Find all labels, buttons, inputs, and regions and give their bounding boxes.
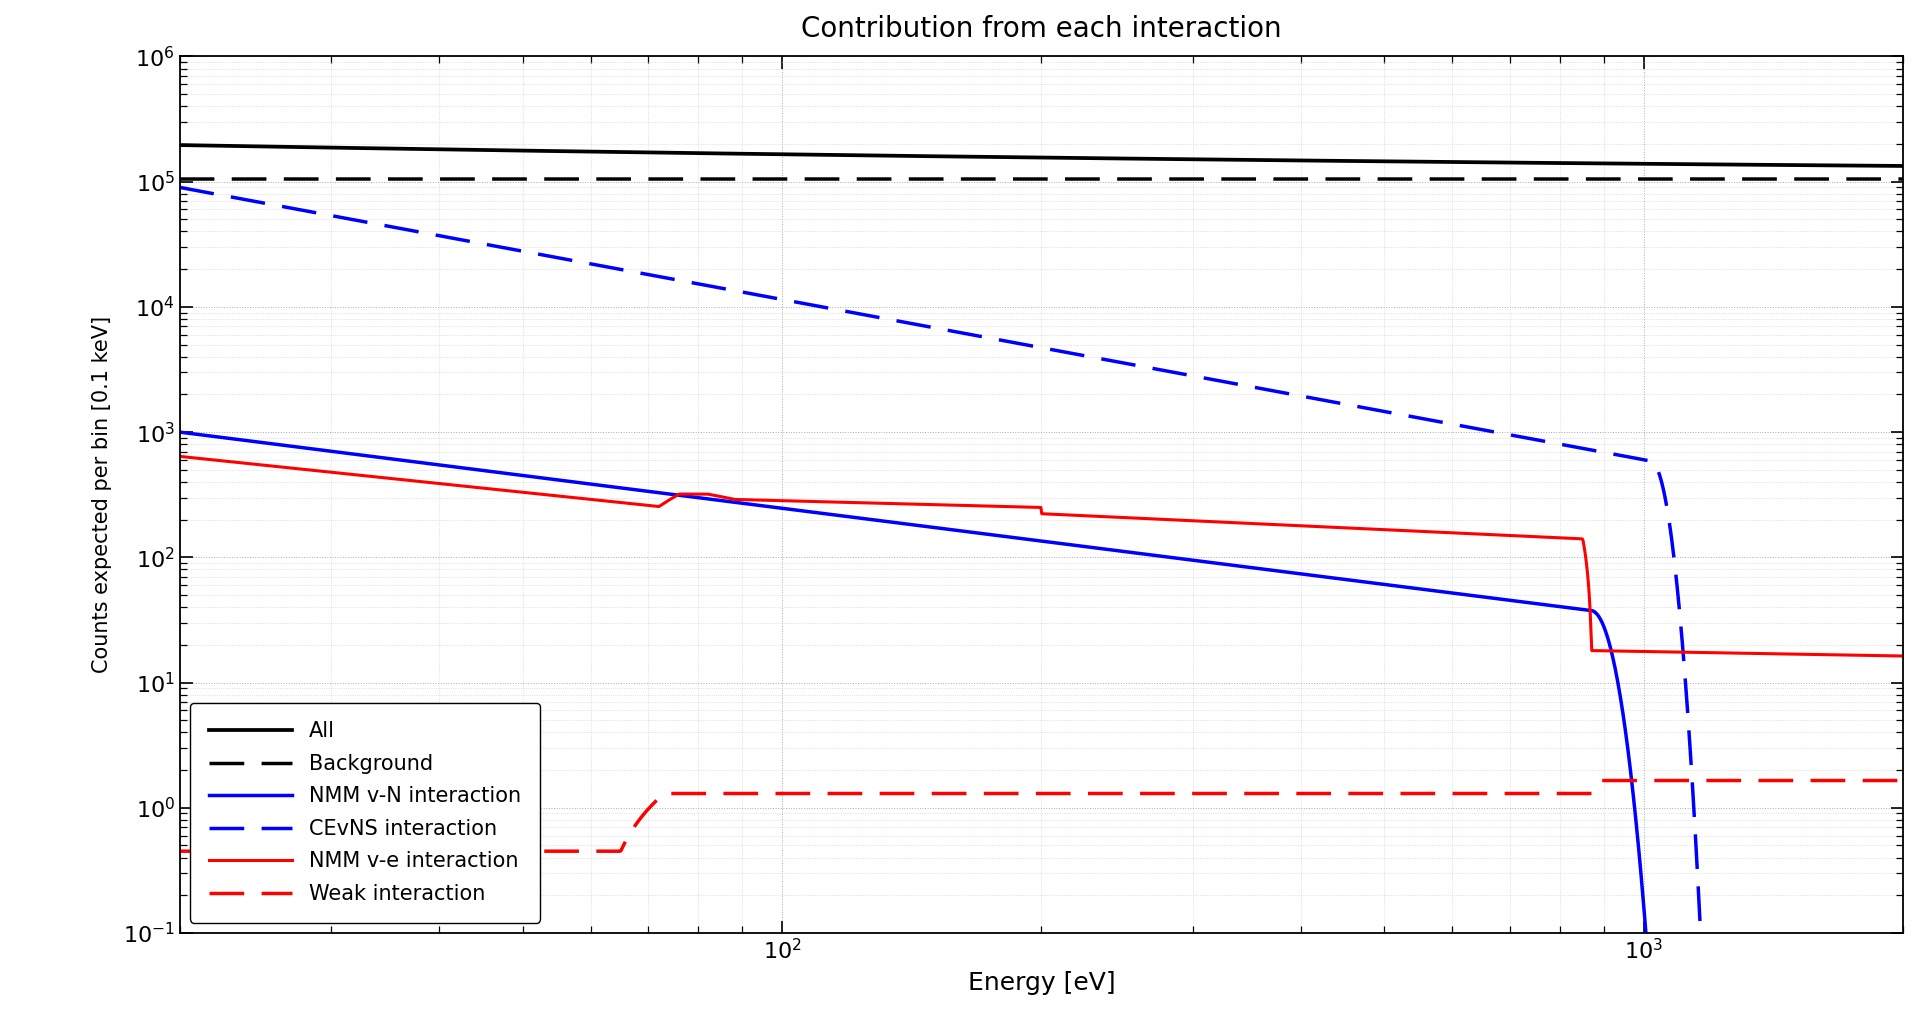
Title: Contribution from each interaction: Contribution from each interaction — [802, 15, 1281, 43]
Background — [169, 173, 192, 186]
Weak interaction — [1007, 788, 1030, 800]
Line: All: All — [180, 145, 1903, 166]
Weak interaction — [257, 845, 280, 858]
NMM v-e interaction — [1841, 648, 1864, 661]
All — [1841, 160, 1864, 172]
NMM v-e interaction — [257, 460, 280, 472]
Line: CEvNS interaction: CEvNS interaction — [180, 188, 1903, 1031]
CEvNS interaction — [169, 181, 192, 194]
CEvNS interaction — [1007, 337, 1030, 350]
NMM v-N interaction — [1007, 532, 1030, 544]
All — [1891, 160, 1914, 172]
Line: Weak interaction: Weak interaction — [180, 780, 1903, 852]
NMM v-e interaction — [1007, 501, 1030, 513]
NMM v-e interaction — [1525, 531, 1548, 543]
Background — [1891, 173, 1914, 186]
Line: NMM v-e interaction: NMM v-e interaction — [180, 457, 1903, 656]
Background — [1841, 173, 1864, 186]
CEvNS interaction — [961, 329, 984, 341]
Background — [961, 173, 984, 186]
Background — [1525, 173, 1548, 186]
Legend: All, Background, NMM v-N interaction, CEvNS interaction, NMM v-e interaction, We: All, Background, NMM v-N interaction, CE… — [190, 702, 539, 923]
CEvNS interaction — [257, 198, 280, 210]
Line: NMM v-N interaction: NMM v-N interaction — [180, 432, 1903, 1031]
All — [961, 151, 984, 163]
NMM v-N interaction — [1525, 598, 1548, 610]
All — [169, 139, 192, 152]
X-axis label: Energy [eV]: Energy [eV] — [967, 971, 1114, 995]
Weak interaction — [169, 845, 192, 858]
Weak interaction — [1891, 774, 1914, 787]
NMM v-e interaction — [1891, 650, 1914, 662]
Weak interaction — [1843, 774, 1866, 787]
NMM v-e interaction — [169, 451, 192, 463]
Background — [1007, 173, 1030, 186]
Weak interaction — [1590, 774, 1613, 787]
All — [257, 140, 280, 153]
NMM v-e interaction — [1841, 648, 1864, 661]
NMM v-N interaction — [257, 437, 280, 450]
All — [1007, 152, 1030, 164]
Y-axis label: Counts expected per bin [0.1 keV]: Counts expected per bin [0.1 keV] — [92, 317, 111, 673]
Background — [1841, 173, 1864, 186]
NMM v-N interaction — [961, 526, 984, 538]
CEvNS interaction — [1525, 434, 1548, 446]
NMM v-e interaction — [961, 499, 984, 511]
Weak interaction — [1525, 788, 1548, 800]
All — [1525, 157, 1548, 169]
Background — [257, 173, 280, 186]
All — [1841, 160, 1864, 172]
Weak interaction — [1841, 774, 1864, 787]
NMM v-N interaction — [169, 426, 192, 438]
Weak interaction — [961, 788, 984, 800]
